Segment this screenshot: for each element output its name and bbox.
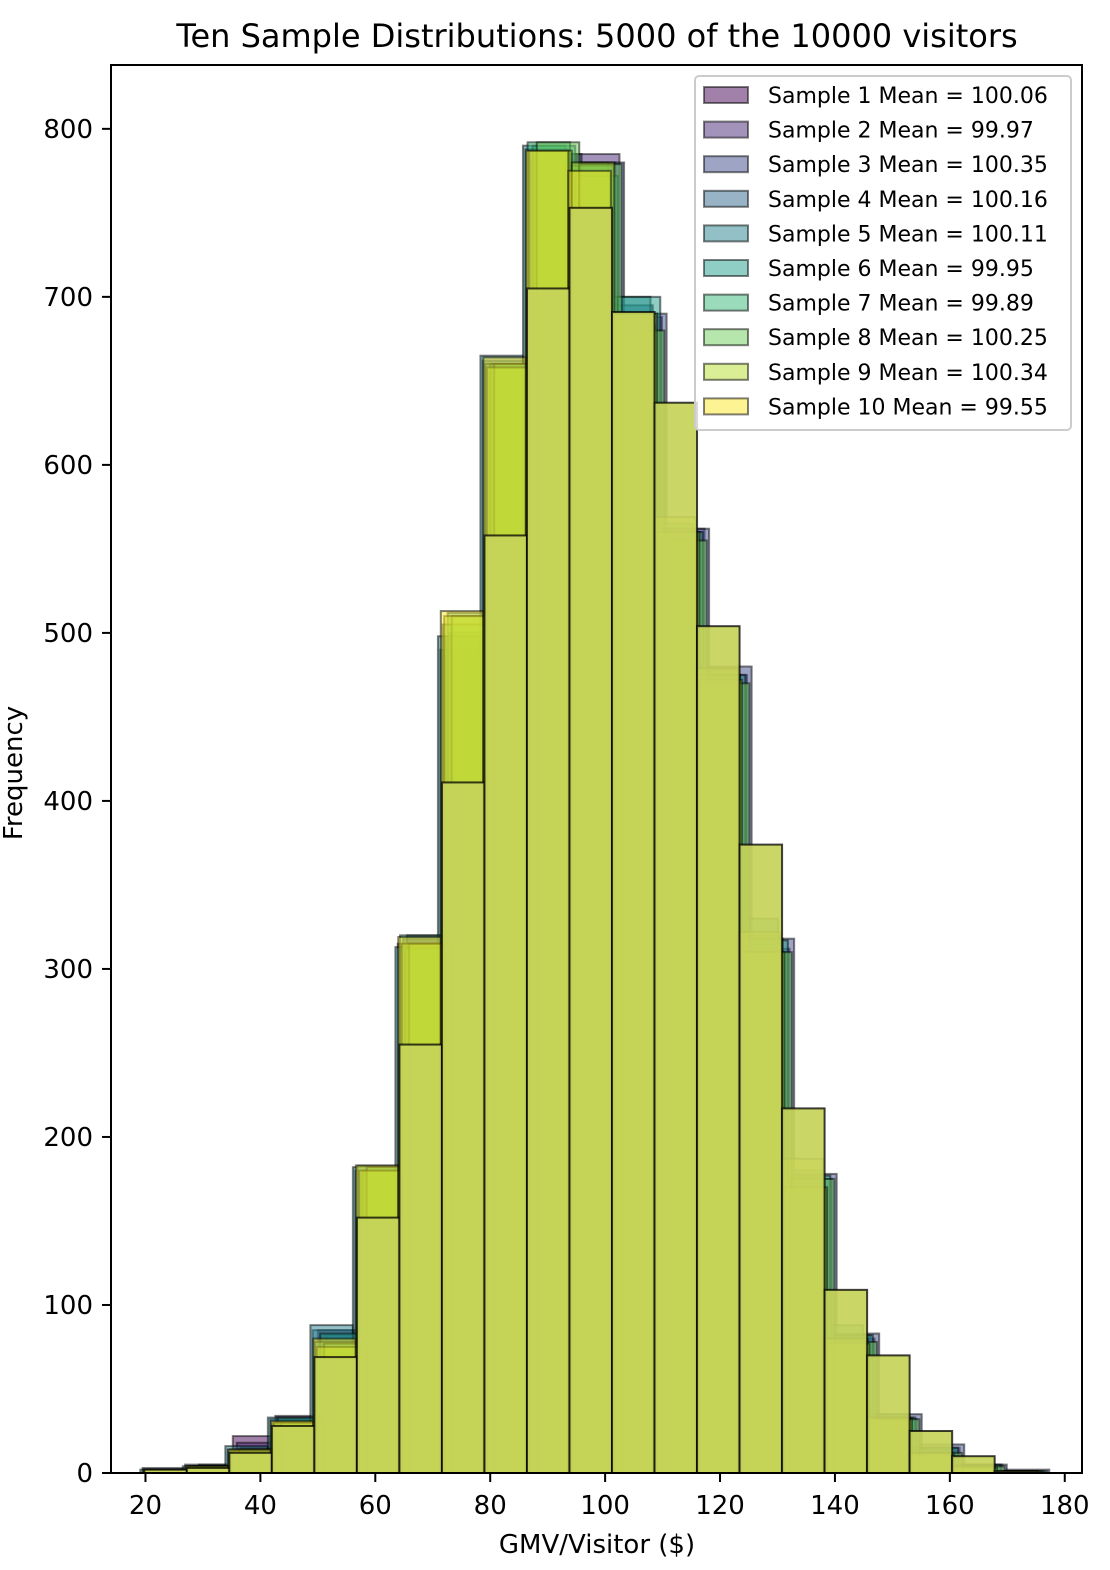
histogram-bar (313, 1356, 358, 1474)
histogram-bar (228, 1451, 273, 1475)
overlap-top-layer (143, 206, 1039, 1475)
x-axis: 20 40 60 80 100 120 140 160 180 (129, 1473, 1090, 1521)
histogram-bar (611, 310, 656, 1475)
x-tick-label: 120 (695, 1491, 745, 1521)
histogram-bar (781, 1107, 826, 1474)
legend-item: Sample 2 Mean = 99.97 (703, 119, 1034, 144)
histogram-bar (738, 843, 784, 1474)
legend-label: Sample 4 Mean = 100.16 (768, 188, 1048, 213)
y-tick-label: 300 (43, 955, 93, 985)
legend-swatch (703, 293, 749, 312)
legend-box (694, 75, 1072, 431)
legend-label: Sample 9 Mean = 100.34 (768, 361, 1048, 386)
y-tick-label: 700 (43, 283, 93, 313)
legend-swatch (703, 362, 749, 381)
y-tick-label: 400 (43, 787, 93, 817)
histogram-bar (525, 287, 571, 1474)
histogram-bar (866, 1354, 911, 1474)
legend-item: Sample 4 Mean = 100.16 (703, 188, 1048, 213)
histogram-bar (568, 206, 614, 1474)
legend-item: Sample 8 Mean = 100.25 (703, 326, 1048, 351)
legend-item: Sample 5 Mean = 100.11 (703, 222, 1048, 247)
legend-label: Sample 7 Mean = 99.89 (768, 292, 1034, 317)
x-tick-label: 100 (580, 1491, 630, 1521)
x-axis-label: GMV/Visitor ($) (499, 1530, 695, 1560)
y-tick-label: 200 (43, 1123, 93, 1153)
legend-swatch (703, 86, 749, 104)
y-tick-label: 600 (43, 451, 93, 481)
x-tick-label: 160 (925, 1491, 975, 1521)
legend-item: Sample 10 Mean = 99.55 (703, 395, 1048, 420)
y-tick-label: 100 (43, 1291, 93, 1321)
legend-label: Sample 3 Mean = 100.35 (768, 153, 1048, 178)
legend: Sample 1 Mean = 100.06 Sample 2 Mean = 99… (694, 75, 1072, 431)
legend-item: Sample 6 Mean = 99.95 (703, 257, 1034, 282)
x-tick-label: 20 (129, 1491, 162, 1521)
histogram-bar (355, 1216, 401, 1474)
histogram-bar (483, 534, 528, 1474)
plot-area-frame (110, 64, 1083, 1474)
y-tick-label: 500 (43, 619, 93, 649)
legend-swatch (703, 189, 749, 208)
legend-item: Sample 1 Mean = 100.06 (703, 84, 1048, 109)
histogram-bar (951, 1455, 996, 1475)
x-tick-label: 140 (810, 1491, 860, 1521)
legend-item: Sample 3 Mean = 100.35 (703, 153, 1048, 178)
legend-label: Sample 10 Mean = 99.55 (768, 395, 1048, 420)
histogram-bar (823, 1288, 869, 1474)
chart-title: Ten Sample Distributions: 5000 of the 10… (175, 17, 1017, 55)
legend-item: Sample 9 Mean = 100.34 (703, 361, 1048, 386)
legend-label: Sample 6 Mean = 99.95 (768, 257, 1034, 282)
legend-swatch (703, 155, 749, 174)
x-tick-label: 80 (474, 1491, 507, 1521)
legend-label: Sample 1 Mean = 100.06 (768, 84, 1048, 109)
x-tick-label: 180 (1040, 1491, 1090, 1521)
legend-label: Sample 5 Mean = 100.11 (768, 222, 1048, 247)
legend-label: Sample 2 Mean = 99.97 (768, 119, 1034, 144)
legend-swatch (703, 328, 749, 347)
legend-item: Sample 7 Mean = 99.89 (703, 292, 1034, 317)
histogram-bar (440, 781, 486, 1474)
legend-swatch (703, 259, 749, 277)
histogram-bar (696, 625, 741, 1474)
legend-swatch (703, 120, 749, 139)
y-axis-label: Frequency (0, 706, 29, 840)
histogram-bar (398, 1043, 443, 1474)
y-tick-label: 800 (43, 115, 93, 145)
y-axis: 0 100 200 300 400 500 600 700 800 (43, 115, 111, 1489)
legend-swatch (703, 397, 749, 416)
legend-swatch (703, 224, 749, 243)
histogram-bar (908, 1429, 954, 1475)
y-tick-label: 0 (76, 1459, 93, 1489)
histogram-bar (270, 1424, 316, 1475)
x-tick-label: 40 (244, 1491, 277, 1521)
x-tick-label: 60 (359, 1491, 392, 1521)
legend-label: Sample 8 Mean = 100.25 (768, 326, 1048, 351)
histogram-bars (139, 141, 1051, 1475)
histogram-bar (653, 401, 699, 1474)
